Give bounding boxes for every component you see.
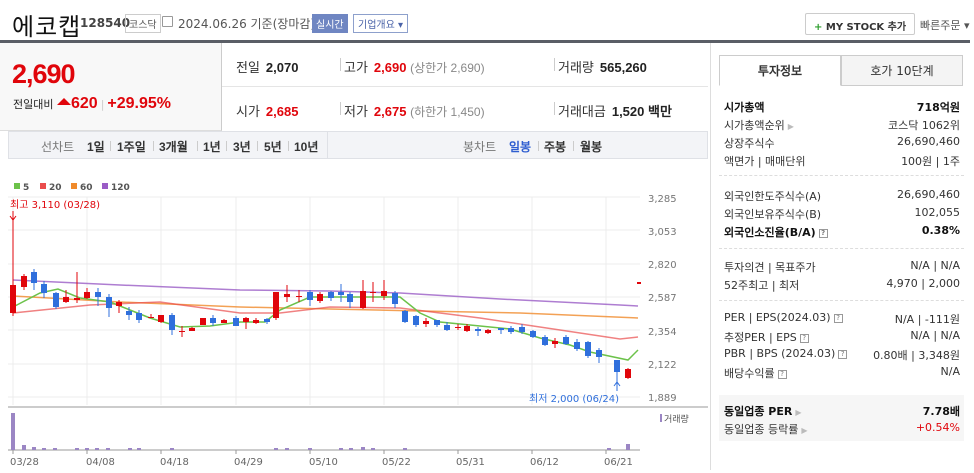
info-group-valuation: PER | EPS(2024.03)? N/A | -111원 추정PER | E… [724, 311, 960, 380]
stats-row-1: 전일 2,070 고가 2,690 (상한가 2,690) 거래량 565,260 [222, 43, 708, 87]
svg-text:04/29: 04/29 [234, 457, 263, 468]
corp-overview-dropdown[interactable]: 기업개요 ▾ [353, 14, 408, 33]
change-label: 전일대비 [13, 98, 54, 111]
volume: 거래량 565,260 [558, 60, 647, 75]
svg-text:05/22: 05/22 [382, 457, 411, 468]
x-axis-ticks: 03/28 04/08 04/18 04/29 05/10 05/22 05/3… [10, 450, 633, 468]
my-stock-label: MY STOCK 추가 [825, 22, 907, 33]
high-annotation: 최고 3,110 (03/28) [10, 199, 100, 211]
svg-text:3,053: 3,053 [648, 227, 677, 238]
svg-text:2,587: 2,587 [648, 293, 677, 304]
period-1y[interactable]: 1년 [203, 140, 221, 154]
line-chart-label: 선차트 [41, 140, 75, 154]
change-pct: +29.95% [107, 95, 172, 112]
calendar-icon [162, 16, 173, 27]
svg-text:5: 5 [23, 183, 29, 193]
chart-period-bar: 선차트 1일 1주일 3개월 1년 3년 5년 10년 봉차트 일봉 주봉 월봉 [8, 131, 708, 159]
change-value: 620 [70, 95, 98, 112]
volume-legend: 거래량 [664, 413, 689, 425]
market-badge: 코스닥 [125, 14, 161, 33]
period-10y[interactable]: 10년 [294, 140, 319, 154]
tab-orderbook-10[interactable]: 호가 10단계 [841, 55, 963, 86]
svg-text:04/18: 04/18 [160, 457, 189, 468]
help-icon[interactable]: ? [838, 349, 848, 359]
svg-text:1,889: 1,889 [648, 393, 677, 404]
my-stock-add-button[interactable]: + MY STOCK 추가 [805, 13, 916, 35]
stats-row-2: 시가 2,685 저가 2,675 (하한가 1,450) 거래대금 1,520 백만 [222, 87, 708, 131]
volume-bars [11, 413, 630, 450]
period-1w[interactable]: 1주일 [117, 140, 146, 154]
period-3m[interactable]: 3개월 [159, 140, 188, 154]
svg-text:06/12: 06/12 [530, 457, 559, 468]
period-daily[interactable]: 일봉 [509, 140, 532, 154]
svg-text:2,820: 2,820 [648, 260, 677, 271]
tab-investment-info[interactable]: 투자정보 [719, 55, 841, 86]
info-tabs: 투자정보 호가 10단계 [719, 55, 964, 86]
help-icon[interactable]: ? [833, 313, 843, 323]
info-group-opinion: 투자의견 | 목표주가 N/A | N/A 52주최고 | 최저 4,970 | 2… [724, 259, 960, 292]
svg-text:20: 20 [49, 183, 62, 193]
up-arrow-icon [56, 98, 71, 105]
realtime-button[interactable]: 실시간 [312, 14, 348, 33]
period-weekly[interactable]: 주봉 [544, 140, 567, 154]
svg-text:60: 60 [80, 183, 93, 193]
period-monthly[interactable]: 월봉 [580, 140, 603, 154]
open-price: 시가 2,685 [236, 104, 299, 119]
arrow-right-icon: ▶ [801, 426, 808, 435]
price-change: 전일대비 620 | +29.95% [13, 95, 172, 112]
candlestick-chart[interactable]: 5 20 60 120 3,285 3,053 2,820 2,587 2,35… [0, 172, 708, 470]
svg-text:05/10: 05/10 [309, 457, 338, 468]
svg-text:06/21: 06/21 [604, 457, 633, 468]
prev-close: 전일 2,070 [236, 60, 299, 75]
current-price: 2,690 [12, 59, 76, 89]
svg-text:120: 120 [111, 183, 130, 193]
svg-text:2,122: 2,122 [648, 360, 677, 371]
price-stats: 전일 2,070 고가 2,690 (상한가 2,690) 거래량 565,260 시… [222, 43, 708, 131]
quick-order-dropdown[interactable]: 빠른주문 ▾ [920, 19, 970, 32]
info-group-industry: 동일업종 PER ▶ 7.78배 동일업종 등락률 ▶ +0.54% [719, 395, 964, 441]
moving-averages [12, 279, 639, 361]
investment-info-panel: 투자정보 호가 10단계 시가총액 718억원 시가총액순위 ▶ 코스닥 1062위 … [710, 43, 974, 470]
info-group-market-cap: 시가총액 718억원 시가총액순위 ▶ 코스닥 1062위 상장주식수 26,690,4… [724, 101, 960, 168]
period-5y[interactable]: 5년 [264, 140, 282, 154]
help-icon[interactable]: ? [799, 333, 809, 343]
y-axis-ticks: 3,285 3,053 2,820 2,587 2,354 2,122 1,88… [648, 194, 677, 404]
header-divider [0, 40, 970, 43]
svg-text:03/28: 03/28 [10, 457, 39, 468]
period-3y[interactable]: 3년 [233, 140, 251, 154]
arrow-right-icon: ▶ [795, 408, 802, 417]
info-group-foreign: 외국인한도주식수(A) 26,690,460 외국인보유주식수(B) 102,055… [724, 188, 960, 239]
arrow-right-icon: ▶ [787, 122, 794, 131]
stock-code: 128540 [80, 16, 131, 30]
svg-text:2,354: 2,354 [648, 327, 677, 338]
svg-text:3,285: 3,285 [648, 194, 677, 205]
grid-lines [8, 197, 640, 405]
price-panel: 2,690 전일대비 620 | +29.95% [0, 43, 222, 131]
svg-text:05/31: 05/31 [456, 457, 485, 468]
chart-legend: 5 20 60 120 [14, 183, 130, 193]
high-price: 고가 2,690 (상한가 2,690) [344, 60, 485, 75]
candle-chart-label: 봉차트 [463, 140, 497, 154]
candles [10, 219, 631, 382]
date-text: 2024.06.26 기준(장마감) [178, 17, 316, 31]
company-name: 에코캡 [12, 13, 82, 41]
plus-icon: + [814, 22, 823, 33]
help-icon[interactable]: ? [818, 228, 828, 238]
help-icon[interactable]: ? [777, 369, 787, 379]
svg-text:04/08: 04/08 [86, 457, 115, 468]
trade-value: 거래대금 1,520 백만 [558, 104, 672, 119]
period-1d[interactable]: 1일 [87, 140, 105, 154]
low-price: 저가 2,675 (하한가 1,450) [344, 104, 485, 119]
low-annotation: 최저 2,000 (06/24) [529, 393, 619, 405]
stock-header: 에코캡 128540 코스닥 2024.06.26 기준(장마감) 실시간 기업… [0, 0, 974, 41]
